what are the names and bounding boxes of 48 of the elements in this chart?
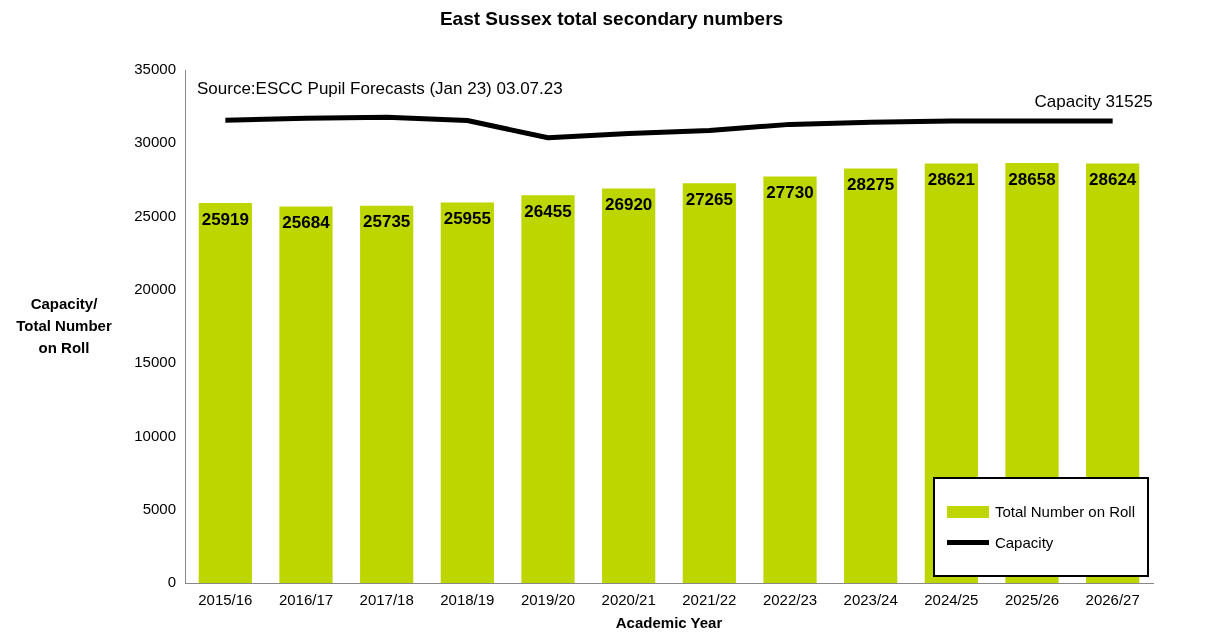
x-tick-label: 2025/26 bbox=[1004, 591, 1060, 609]
data-label: 26455 bbox=[524, 201, 572, 221]
data-label: 28624 bbox=[1089, 170, 1137, 190]
data-label: 27265 bbox=[685, 190, 733, 210]
y-tick-label: 0 bbox=[167, 573, 176, 591]
legend-label: Capacity bbox=[994, 534, 1054, 551]
annotation: Source:ESCC Pupil Forecasts (Jan 23) 03.07.23 bbox=[197, 79, 563, 98]
data-label: 28275 bbox=[847, 175, 895, 195]
bar bbox=[844, 168, 898, 583]
data-label: 26920 bbox=[605, 195, 653, 215]
y-tick-label: 30000 bbox=[134, 133, 176, 151]
bar bbox=[763, 176, 817, 583]
x-tick-label: 2022/23 bbox=[762, 591, 818, 609]
data-label: 25919 bbox=[201, 209, 249, 229]
data-label: 25735 bbox=[363, 212, 411, 232]
x-tick-label: 2019/20 bbox=[520, 591, 576, 609]
data-label: 25955 bbox=[443, 209, 491, 229]
bar bbox=[198, 203, 252, 583]
bar bbox=[521, 195, 575, 583]
x-tick-label: 2020/21 bbox=[601, 591, 656, 609]
data-label: 25684 bbox=[282, 213, 331, 233]
x-tick-label: 2024/25 bbox=[924, 591, 979, 609]
x-tick-label: 2021/22 bbox=[682, 591, 737, 609]
x-tick-label: 2026/27 bbox=[1085, 591, 1140, 609]
y-tick-label: 20000 bbox=[134, 280, 176, 297]
bar bbox=[360, 205, 414, 583]
bar bbox=[602, 188, 656, 583]
x-tick-label: 2018/19 bbox=[440, 591, 495, 609]
y-tick-label: 25000 bbox=[134, 206, 176, 224]
y-tick-label: 10000 bbox=[134, 426, 176, 444]
data-label: 28621 bbox=[927, 170, 975, 190]
y-axis-title: Capacity/ Total Number on Roll bbox=[16, 294, 112, 356]
legend-label: Total Number on Roll bbox=[994, 503, 1135, 520]
y-tick-label: 15000 bbox=[134, 353, 176, 371]
y-tick-label: 5000 bbox=[142, 499, 176, 517]
chart-title: East Sussex total secondary numbers bbox=[438, 8, 785, 30]
bar bbox=[279, 206, 333, 583]
data-label: 27730 bbox=[766, 183, 814, 203]
x-tick-label: 2016/17 bbox=[278, 591, 334, 609]
x-tick-label: 2023/24 bbox=[843, 591, 898, 609]
annotation: Capacity 31525 bbox=[1034, 91, 1153, 111]
x-tick-label: 2017/18 bbox=[359, 591, 414, 609]
bar bbox=[440, 202, 494, 583]
x-tick-label: 2015/16 bbox=[198, 591, 253, 609]
data-label: 28658 bbox=[1008, 169, 1056, 189]
bar bbox=[682, 183, 736, 583]
y-tick-label: 35000 bbox=[134, 60, 176, 78]
x-axis-title: Academic Year bbox=[615, 614, 723, 632]
